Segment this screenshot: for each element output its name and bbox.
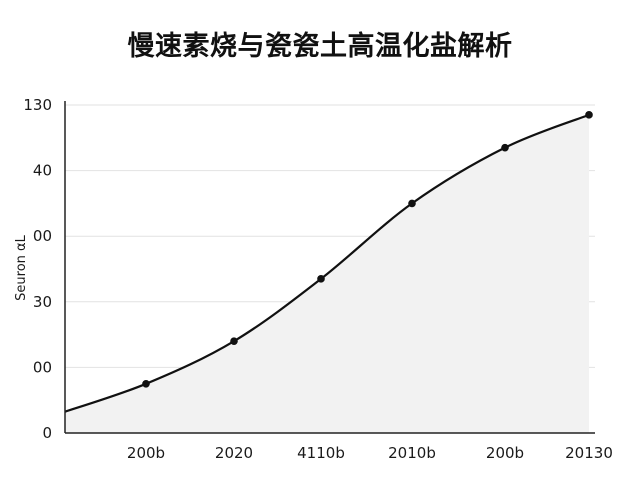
x-tick-label: 200b bbox=[127, 444, 165, 462]
x-tick-label: 20130 bbox=[565, 444, 613, 462]
data-point bbox=[501, 143, 509, 152]
data-point bbox=[585, 111, 593, 119]
chart-title: 慢速素烧与瓷瓷土高温化盐解析 bbox=[127, 31, 513, 62]
data-point bbox=[317, 275, 325, 283]
data-point bbox=[142, 380, 150, 388]
y-axis-title: Seuron αL bbox=[14, 234, 29, 300]
y-tick-label: 40 bbox=[33, 162, 52, 180]
data-point bbox=[408, 199, 416, 208]
x-tick-label: 2020 bbox=[215, 444, 253, 462]
series-area bbox=[65, 114, 589, 433]
x-tick-label: 200b bbox=[486, 444, 524, 462]
y-tick-label: 130 bbox=[23, 96, 52, 114]
y-tick-label: 00 bbox=[33, 358, 52, 376]
y-tick-label: 00 bbox=[33, 227, 52, 245]
y-tick-label: 30 bbox=[33, 293, 52, 311]
x-tick-label: 4110b bbox=[297, 444, 345, 462]
data-points bbox=[142, 111, 593, 388]
x-tick-labels: 200b 2020 4110b 2010b 200b 20130 bbox=[127, 444, 613, 462]
x-tick-label: 2010b bbox=[388, 444, 436, 462]
y-tick-label: 0 bbox=[42, 424, 52, 442]
data-point bbox=[230, 337, 238, 345]
